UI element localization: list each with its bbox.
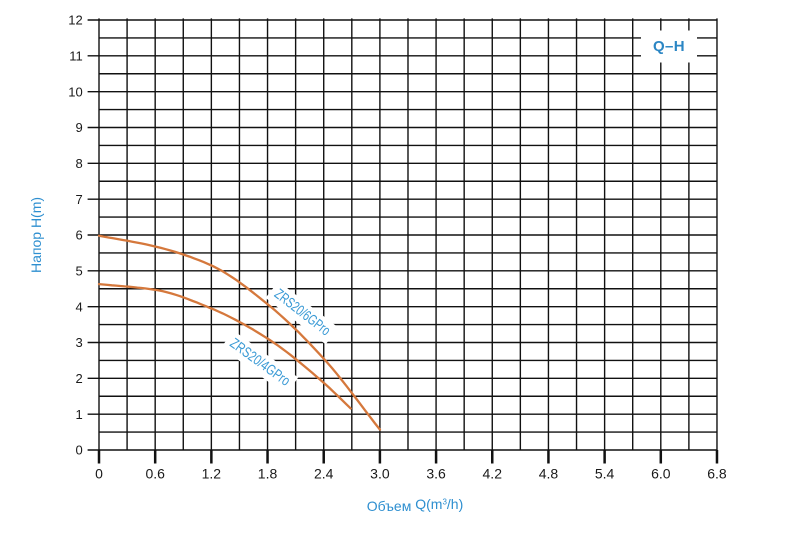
svg-text:7: 7	[75, 192, 82, 207]
svg-text:2: 2	[75, 371, 82, 386]
svg-text:9: 9	[75, 120, 82, 135]
svg-text:1: 1	[75, 407, 82, 422]
svg-text:12: 12	[68, 13, 82, 28]
svg-text:Q–H: Q–H	[653, 38, 685, 55]
svg-text:2.4: 2.4	[314, 466, 334, 482]
svg-text:0: 0	[75, 443, 82, 458]
svg-text:1.8: 1.8	[258, 466, 278, 482]
svg-text:4: 4	[75, 299, 82, 314]
svg-text:3.6: 3.6	[426, 466, 446, 482]
svg-text:3.0: 3.0	[370, 466, 390, 482]
svg-text:6: 6	[75, 228, 82, 243]
svg-text:4.8: 4.8	[539, 466, 559, 482]
svg-text:0: 0	[95, 466, 103, 482]
svg-text:11: 11	[69, 48, 83, 63]
svg-text:6.0: 6.0	[651, 466, 671, 482]
svg-text:8: 8	[75, 156, 82, 171]
svg-text:3: 3	[75, 335, 82, 350]
svg-text:6.8: 6.8	[707, 466, 727, 482]
svg-text:1.2: 1.2	[202, 466, 222, 482]
svg-text:5.4: 5.4	[595, 466, 615, 482]
svg-text:10: 10	[68, 84, 82, 99]
svg-text:5: 5	[75, 263, 82, 278]
svg-text:Объем Q(m3/h): Объем Q(m3/h)	[367, 496, 464, 514]
svg-text:Напор H(m): Напор H(m)	[28, 197, 44, 273]
svg-text:0.6: 0.6	[145, 466, 165, 482]
svg-text:4.2: 4.2	[483, 466, 503, 482]
